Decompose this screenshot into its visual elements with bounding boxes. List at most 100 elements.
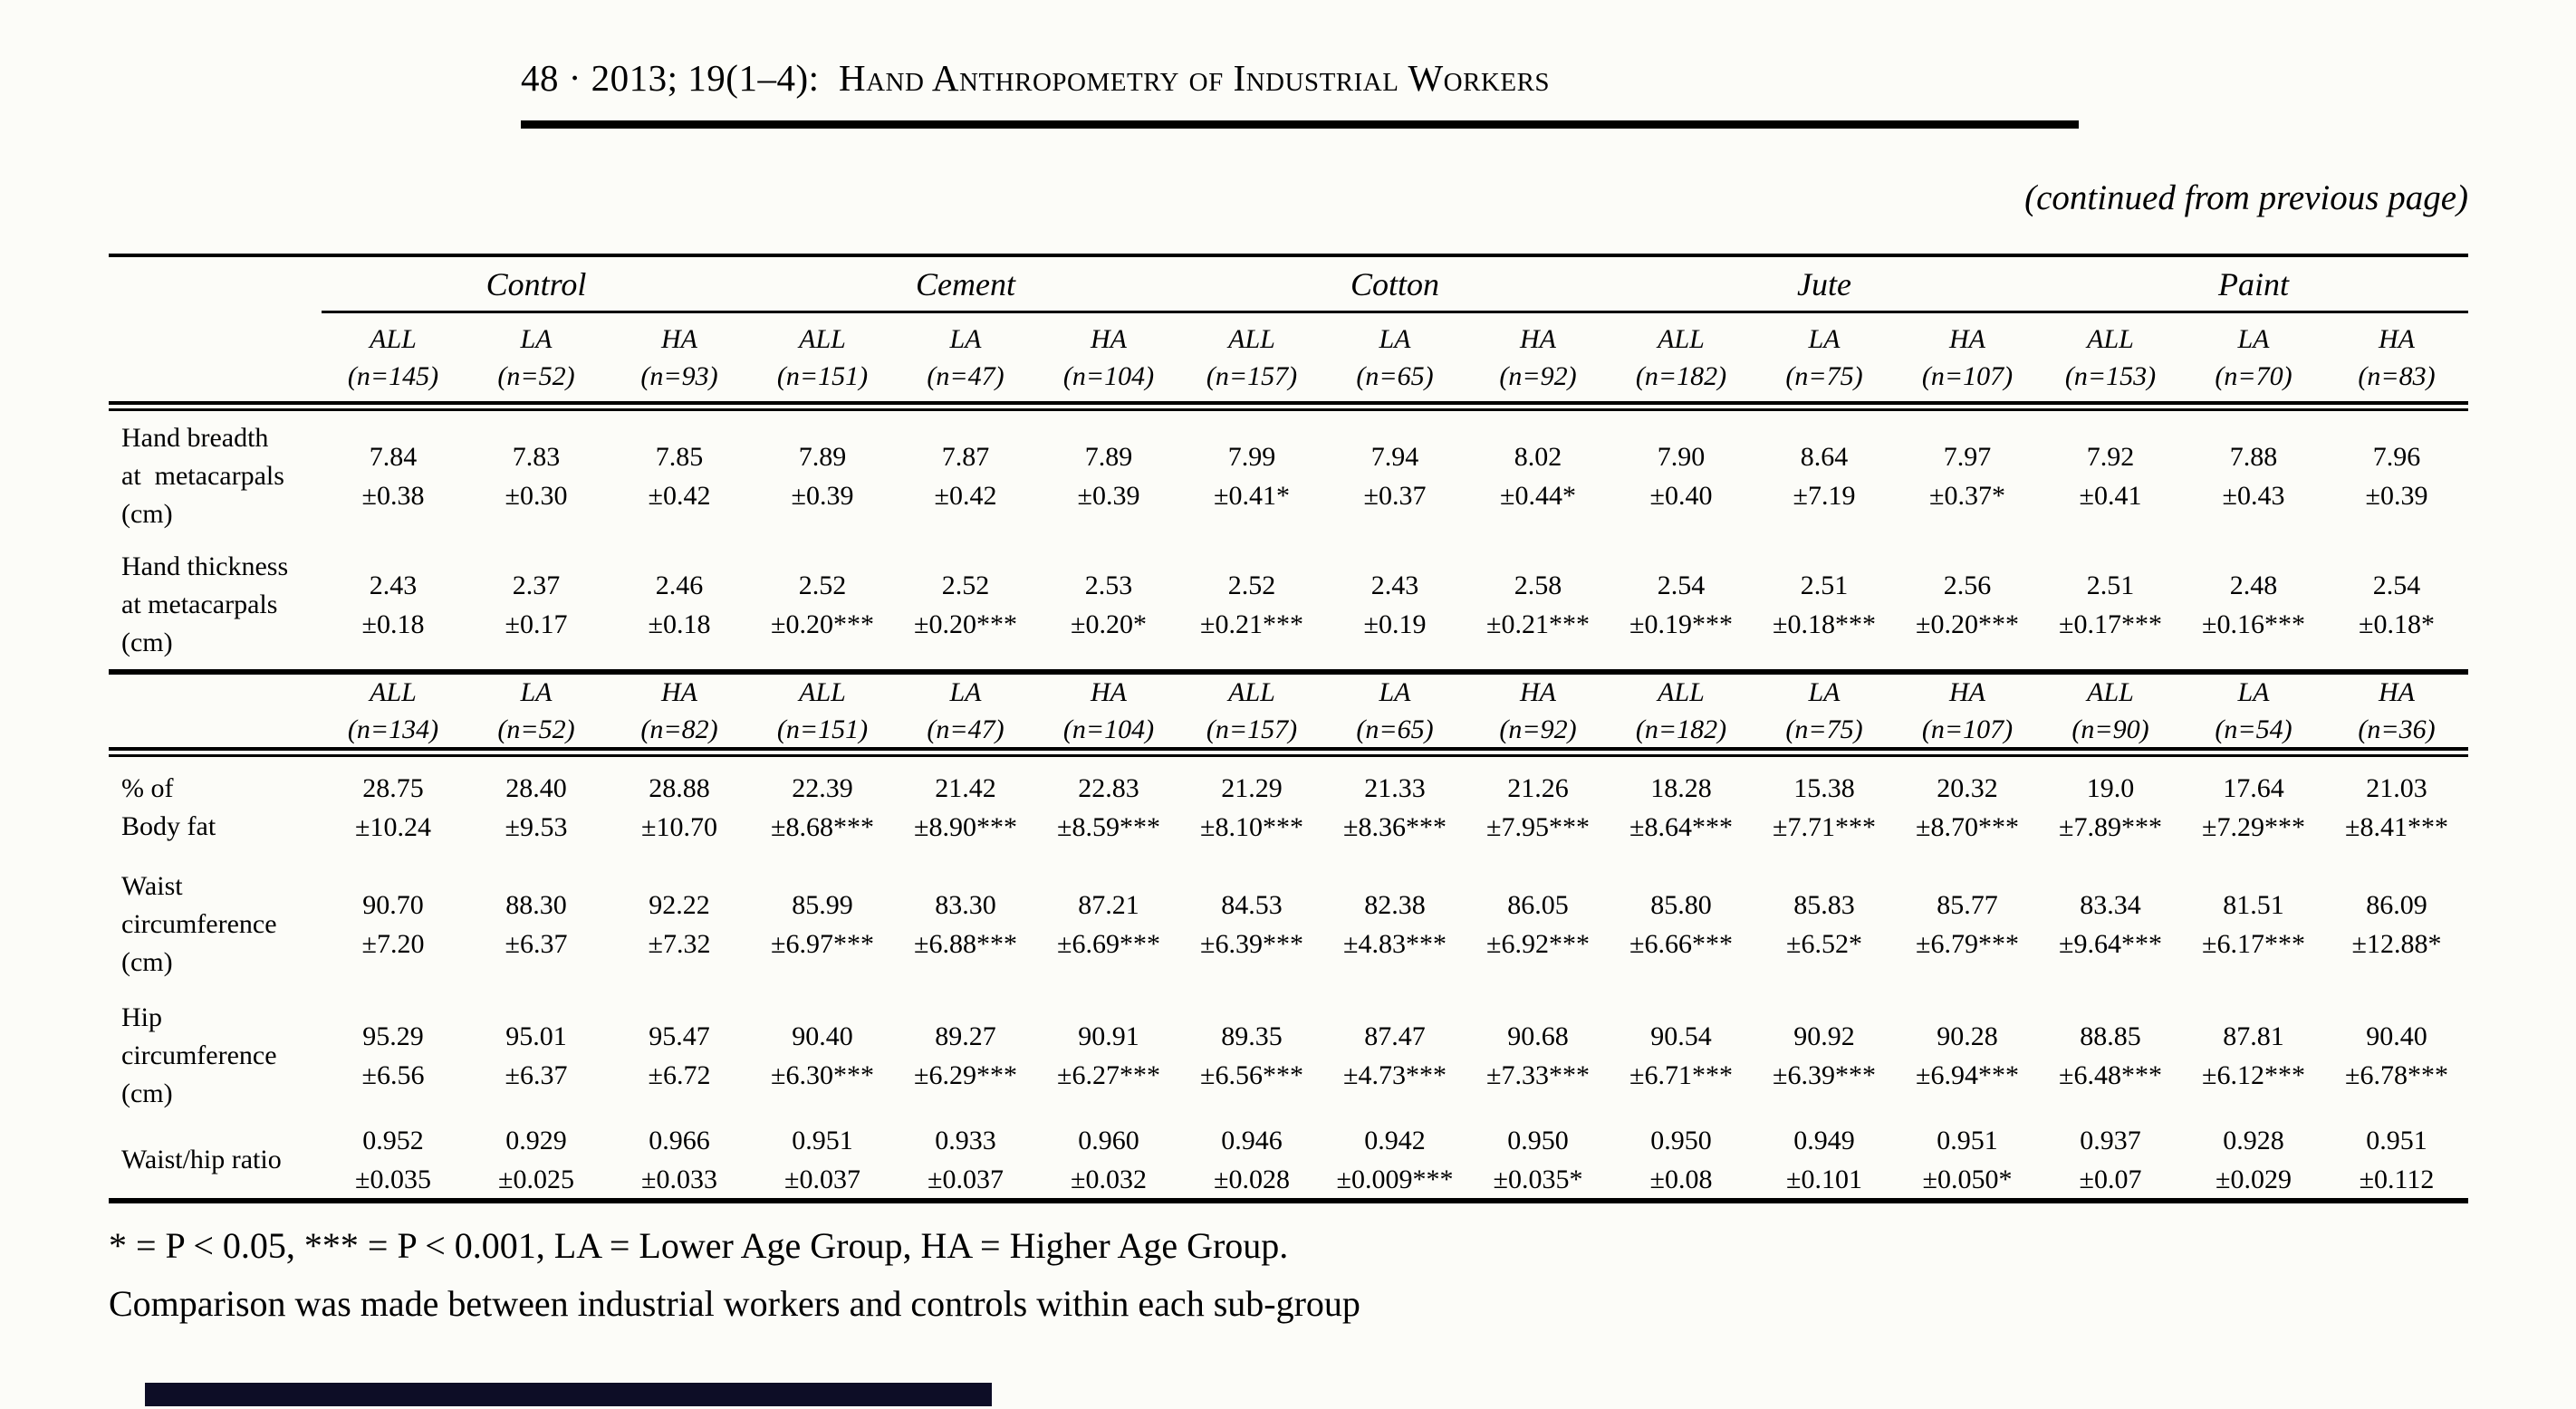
data-cell: 87.47 ±4.73*** [1323, 990, 1466, 1121]
data-cell: 22.39 ±8.68*** [751, 757, 894, 858]
sd-value: ±0.42 [934, 480, 997, 511]
mean-value: 28.75 [362, 773, 424, 803]
sd-value: ±6.69*** [1057, 928, 1160, 959]
sd-value: ±0.43 [2222, 480, 2285, 511]
sd-value: ±0.17 [505, 609, 568, 639]
data-cell: 28.88 ±10.70 [608, 757, 751, 858]
mean-value: 87.47 [1364, 1021, 1426, 1051]
data-cell: 2.53 ±0.20* [1037, 541, 1180, 669]
data-cell: 90.28 ±6.94*** [1896, 990, 2039, 1121]
subgroup-header: ALL (n=153) [2039, 321, 2182, 395]
data-cell: 15.38 ±7.71*** [1753, 757, 1896, 858]
double-rule-lower [109, 747, 2468, 757]
sd-value: ±6.17*** [2202, 928, 2305, 959]
subheader-row-mid: ALL (n=134) LA (n=52) HA (n=82) ALL (n=151) LA (n… [109, 675, 2468, 747]
subgroup-header: HA (n=83) [2325, 321, 2468, 395]
data-cell: 21.42 ±8.90*** [894, 757, 1037, 858]
mean-value: 2.52 [798, 570, 847, 600]
group-header-row: Control Cement Cotton Jute Paint [109, 257, 2468, 311]
subgroup-code: ALL [2087, 677, 2134, 707]
mean-value: 7.89 [798, 441, 847, 472]
mean-value: 2.48 [2229, 570, 2278, 600]
sd-value: ±0.39 [791, 480, 854, 511]
mean-value: 90.68 [1507, 1021, 1569, 1051]
subgroup-n: (n=65) [1356, 714, 1434, 744]
group-header: Cotton [1350, 265, 1439, 302]
mean-value: 15.38 [1793, 773, 1855, 803]
data-cell: 0.950 ±0.035* [1466, 1121, 1610, 1198]
subgroup-code: HA [661, 323, 697, 354]
mean-value: 7.97 [1943, 441, 1992, 472]
row-label-line: (cm) [121, 628, 173, 657]
subgroup-code: ALL [2087, 323, 2134, 354]
group-header-underline [322, 311, 2468, 313]
data-cell: 2.54 ±0.18* [2325, 541, 2468, 669]
data-cell: 0.933 ±0.037 [894, 1121, 1037, 1198]
sd-value: ±0.37* [1929, 480, 2005, 511]
data-cell: 2.48 ±0.16*** [2182, 541, 2325, 669]
sd-value: ±0.028 [1214, 1164, 1290, 1194]
subgroup-header: HA (n=93) [608, 321, 751, 395]
table-row: Hand thickness at metacarpals (cm) 2.43 ±0.1… [109, 541, 2468, 669]
mean-value: 22.39 [792, 773, 853, 803]
sd-value: ±0.30 [505, 480, 568, 511]
subgroup-header: LA (n=70) [2182, 321, 2325, 395]
data-cell: 2.37 ±0.17 [465, 541, 608, 669]
sd-value: ±6.71*** [1629, 1059, 1733, 1090]
mean-value: 19.0 [2086, 773, 2135, 803]
subgroup-header: HA (n=104) [1037, 674, 1180, 748]
mean-value: 2.56 [1943, 570, 1992, 600]
subgroup-n: (n=107) [1921, 714, 2014, 744]
data-cell: 7.96 ±0.39 [2325, 411, 2468, 541]
subgroup-n: (n=157) [1206, 360, 1298, 391]
subgroup-code: ALL [370, 677, 417, 707]
body-measure-rows: % of Body fat 28.75 ±10.24 28.40 ±9.53 28.88 ±1… [109, 757, 2468, 1198]
data-cell: 21.33 ±8.36*** [1323, 757, 1466, 858]
mean-value: 88.30 [505, 889, 567, 920]
sd-value: ±0.029 [2216, 1164, 2292, 1194]
data-cell: 20.32 ±8.70*** [1896, 757, 2039, 858]
sd-value: ±0.037 [784, 1164, 860, 1194]
sd-value: ±8.70*** [1916, 812, 2019, 842]
row-label-line: Body fat [121, 811, 216, 841]
data-cell: 90.70 ±7.20 [322, 858, 465, 990]
mean-value: 7.90 [1657, 441, 1706, 472]
mean-value: 22.83 [1078, 773, 1139, 803]
subgroup-code: HA [2379, 677, 2415, 707]
subgroup-n: (n=153) [2064, 360, 2157, 391]
sd-value: ±6.39*** [1773, 1059, 1876, 1090]
table-row: Waist/hip ratio 0.952 ±0.035 0.929 ±0.025 0.9… [109, 1121, 2468, 1198]
subgroup-n: (n=107) [1921, 360, 2014, 391]
sd-value: ±6.88*** [914, 928, 1017, 959]
subgroup-n: (n=83) [2358, 360, 2436, 391]
subgroup-n: (n=93) [640, 360, 718, 391]
subgroup-header: ALL (n=90) [2039, 674, 2182, 748]
data-cell: 2.43 ±0.18 [322, 541, 465, 669]
subgroup-header: LA (n=47) [894, 321, 1037, 395]
mean-value: 85.77 [1937, 889, 1998, 920]
mean-value: 90.54 [1650, 1021, 1712, 1051]
data-cell: 7.92 ±0.41 [2039, 411, 2182, 541]
data-cell: 7.97 ±0.37* [1896, 411, 2039, 541]
subgroup-n: (n=47) [927, 714, 1004, 744]
subgroup-header: HA (n=107) [1896, 674, 2039, 748]
data-cell: 28.75 ±10.24 [322, 757, 465, 858]
sd-value: ±8.64*** [1629, 812, 1733, 842]
sd-value: ±0.41* [1214, 480, 1290, 511]
subgroup-code: HA [1520, 677, 1556, 707]
mean-value: 2.43 [369, 570, 418, 600]
row-label-line: at metacarpals [121, 460, 284, 491]
data-cell: 17.64 ±7.29*** [2182, 757, 2325, 858]
data-cell: 2.52 ±0.20*** [751, 541, 894, 669]
subgroup-n: (n=145) [347, 360, 439, 391]
subgroup-n: (n=36) [2358, 714, 2436, 744]
subgroup-n: (n=104) [1062, 714, 1155, 744]
mean-value: 7.83 [512, 441, 561, 472]
table-row: % of Body fat 28.75 ±10.24 28.40 ±9.53 28.88 ±1… [109, 757, 2468, 858]
subgroup-code: HA [2379, 323, 2415, 354]
subgroup-code: HA [1949, 323, 1985, 354]
footnote-significance: * = P < 0.05, *** = P < 0.001, LA = Lowe… [109, 1225, 1289, 1266]
mean-value: 2.37 [512, 570, 561, 600]
table-bottom-rule [109, 1198, 2468, 1203]
mean-value: 84.53 [1221, 889, 1283, 920]
